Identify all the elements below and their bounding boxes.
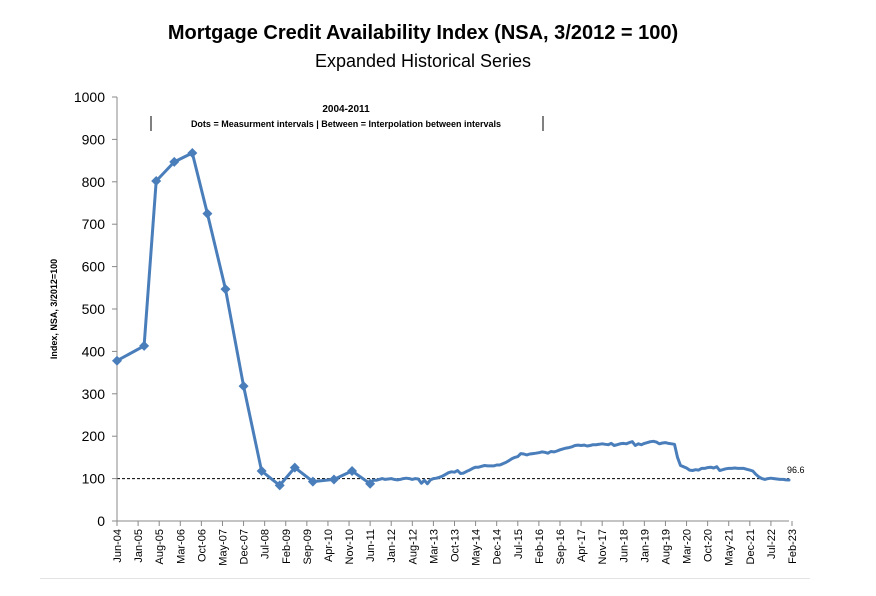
x-tick-label: Apr-10: [323, 529, 335, 562]
measurement-point: [139, 340, 150, 351]
y-tick-label: 500: [82, 301, 106, 317]
measurement-point: [365, 478, 376, 489]
y-tick-label: 300: [82, 386, 106, 402]
x-tick-label: Mar-20: [682, 529, 694, 564]
measurement-point: [307, 476, 318, 487]
x-tick-label: Feb-16: [534, 529, 546, 564]
measurement-point: [289, 462, 300, 473]
x-tick-label: Sep-16: [555, 529, 567, 564]
y-tick-label: 400: [82, 343, 106, 359]
series-line: [115, 151, 791, 487]
annotation-text: Dots = Measurment intervals | Between = …: [191, 119, 501, 129]
x-tick-label: Jun-04: [112, 529, 124, 563]
x-tick-label: Jul-08: [260, 529, 272, 559]
x-tick-label: Mar-13: [428, 529, 440, 564]
x-tick-label: Aug-05: [154, 529, 166, 564]
y-tick-label: 800: [82, 174, 106, 190]
x-tick-label: Jun-18: [618, 529, 630, 563]
x-tick-label: Apr-17: [576, 529, 588, 562]
x-tick-label: May-14: [471, 529, 483, 566]
measurement-point: [328, 474, 339, 485]
measurement-markers: [112, 147, 376, 491]
x-tick-label: Nov-17: [597, 529, 609, 564]
x-tick-label: Oct-20: [703, 529, 715, 562]
measurement-point: [238, 381, 249, 392]
x-tick-label: Jul-15: [513, 529, 525, 559]
x-tick-label: Oct-06: [196, 529, 208, 562]
chart-annotation: 2004-2011 Dots = Measurment intervals | …: [150, 104, 544, 131]
y-tick-label: 1000: [74, 89, 105, 105]
x-tick-label: Sep-09: [302, 529, 314, 564]
y-tick-label: 900: [82, 131, 106, 147]
x-tick-label: Jun-11: [365, 529, 377, 562]
chart-title: Mortgage Credit Availability Index (NSA,…: [167, 22, 679, 44]
x-tick-label: May-07: [217, 529, 229, 566]
y-tick-label: 100: [82, 471, 106, 487]
measurement-point: [151, 175, 162, 186]
measurement-point: [274, 480, 285, 491]
measurement-point: [256, 465, 267, 476]
x-axis-ticks: Jun-04 Jan-05 Aug-05 Mar-06 Oct-06 May-07 Dec-…: [112, 521, 799, 566]
end-value-label: 96.6: [787, 465, 805, 475]
x-tick-label: Oct-13: [450, 529, 462, 562]
x-tick-label: Dec-07: [239, 529, 251, 564]
x-tick-label: Feb-09: [281, 529, 293, 564]
x-tick-label: Aug-12: [407, 529, 419, 564]
y-axis-label: Index, NSA, 3/2012=100: [49, 259, 59, 359]
x-tick-label: Dec-21: [745, 529, 757, 564]
x-tick-label: Mar-06: [175, 529, 187, 564]
measurement-point: [169, 156, 180, 167]
chart-subtitle: Expanded Historical Series: [314, 51, 532, 71]
x-tick-label: Jan-19: [639, 529, 651, 563]
y-tick-label: 0: [97, 513, 105, 529]
measurement-point: [187, 147, 198, 158]
x-tick-label: Nov-10: [344, 529, 356, 564]
x-tick-label: Jul-22: [766, 529, 778, 559]
x-tick-label: May-21: [724, 529, 736, 566]
measurement-point: [220, 284, 231, 295]
y-axis-ticks: 0 100 200 300 400 500 600 700 800 900 1000: [74, 89, 117, 529]
y-tick-label: 700: [82, 216, 106, 232]
measurement-point: [202, 208, 213, 219]
x-tick-label: Feb-23: [787, 529, 799, 564]
x-tick-label: Jan-12: [386, 529, 398, 563]
x-tick-label: Dec-14: [492, 529, 504, 564]
x-tick-label: Jan-05: [133, 529, 145, 563]
y-tick-label: 200: [82, 428, 106, 444]
measurement-point: [112, 355, 122, 366]
x-tick-label: Aug-19: [660, 529, 672, 564]
measurement-point: [347, 465, 358, 476]
y-tick-label: 600: [82, 259, 106, 275]
bottom-divider: [40, 578, 810, 579]
annotation-heading: 2004-2011: [322, 104, 370, 115]
